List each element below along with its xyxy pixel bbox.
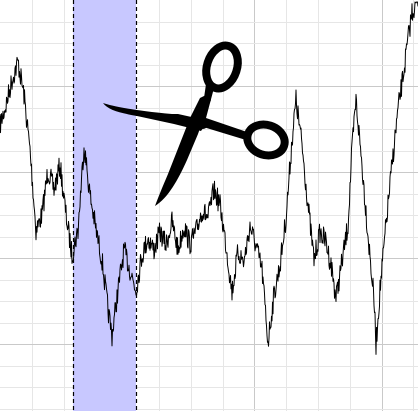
scissors-blade-upper [155, 94, 211, 206]
scissors-handle-shank [200, 84, 247, 140]
scissors-handle-lower [243, 120, 289, 160]
scissors-icon[interactable] [103, 41, 289, 206]
scissors-pivot [198, 119, 208, 129]
scissors-blade-lower [103, 103, 206, 131]
selection-region[interactable] [73, 0, 136, 411]
waveform-trace [0, 1, 418, 355]
scissors-handle-upper [202, 41, 242, 93]
